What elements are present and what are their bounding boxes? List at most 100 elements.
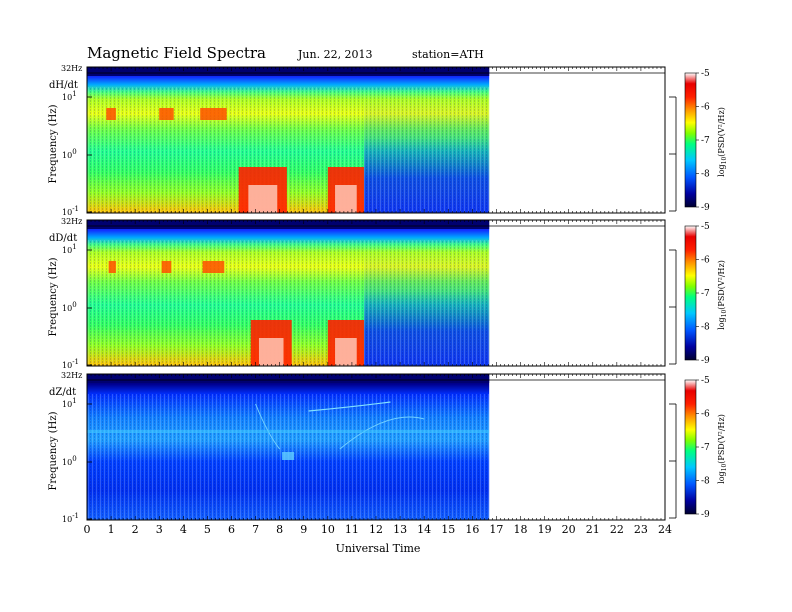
top-frequency-label: 32Hz [61,371,82,380]
x-tick-label: 23 [634,523,648,536]
x-tick-label: 6 [228,523,235,536]
x-tick-label: 4 [180,523,187,536]
resonance-line [106,108,116,120]
x-tick-label: 10 [321,523,335,536]
date-label: Jun. 22, 2013 [297,48,373,61]
colorbar-label-base: 10 [721,157,728,165]
x-tick-label: 2 [132,523,139,536]
spectrogram-noise [87,87,490,213]
colorbar-label-unit: (PSD(V²/Hz) [717,260,726,310]
y-tick-exponent: 1 [72,397,76,405]
x-tick-label: 1 [108,523,115,536]
component-label: dD/dt [49,233,77,244]
x-tick-label: 3 [156,523,163,536]
rising-tone [308,401,391,412]
x-tick-label: 17 [489,523,503,536]
colorbar-label-unit: (PSD(V²/Hz) [717,414,726,464]
colorbar-tick-label: -6 [701,256,710,266]
resonance-line [161,261,172,273]
x-tick-label: 13 [393,523,407,536]
colorbar-label-log: log [717,471,726,484]
x-tick-label: 15 [441,523,455,536]
colorbar-tick-label: -8 [701,170,710,180]
top-band [87,67,490,76]
colorbar-label-log: log [717,164,726,177]
station-label: station=ATH [412,48,484,61]
top-band [87,374,490,383]
y-tick-exponent: -1 [72,205,79,213]
colorbar-tick-label: -8 [701,323,710,333]
colorbar-label-base: 10 [721,310,728,318]
x-tick-label: 16 [465,523,479,536]
colorbar-label: log10(PSD(V²/Hz) [717,260,728,330]
x-tick-label: 21 [586,523,600,536]
x-tick-label: 0 [84,523,91,536]
y-tick-label: 10-1 [62,512,79,524]
y-tick-exponent: 0 [72,301,76,309]
top-frequency-label: 32Hz [61,217,82,226]
colorbar-tick-label: -5 [701,222,710,232]
y-tick-label: 100 [62,455,77,467]
colorbar-tick-label: -8 [701,477,710,487]
colorbar-label-log: log [717,317,726,330]
y-tick-label: 101 [62,397,77,409]
y-tick-label: 10-1 [62,358,79,370]
spectral-patch [282,452,295,460]
colorbar [684,379,697,515]
chart-title: Magnetic Field Spectra [87,44,266,62]
component-label: dZ/dt [49,387,76,398]
x-tick-label: 20 [562,523,576,536]
x-tick-label: 22 [610,523,624,536]
x-tick-label: 19 [538,523,552,536]
burst-core [248,185,278,213]
x-tick-label: 12 [369,523,383,536]
colorbar-tick-label: -7 [701,136,710,146]
y-axis-label: Frequency (Hz) [48,411,59,490]
colorbar-label: log10(PSD(V²/Hz) [717,107,728,177]
colorbar [684,72,697,208]
burst-core [335,185,357,213]
x-tick-label: 24 [658,523,672,536]
x-tick-label: 11 [345,523,359,536]
y-tick-exponent: 1 [72,243,76,251]
resonance-line [87,430,490,433]
x-tick-label: 14 [417,523,431,536]
x-tick-label: 9 [300,523,307,536]
y-tick-label: 100 [62,148,77,160]
y-tick-label: 101 [62,90,77,102]
colorbar-tick-label: -5 [701,69,710,79]
y-tick-exponent: 0 [72,455,76,463]
top-band [87,220,490,229]
colorbar-tick-label: -9 [701,203,710,213]
component-label: dH/dt [49,80,78,91]
y-tick-exponent: -1 [72,512,79,520]
colorbar-tick-label: -6 [701,103,710,113]
resonance-line [200,108,227,120]
top-frequency-label: 32Hz [61,64,82,73]
y-axis-label: Frequency (Hz) [48,104,59,183]
x-tick-label: 5 [204,523,211,536]
colorbar-label: log10(PSD(V²/Hz) [717,414,728,484]
colorbar-label-unit: (PSD(V²/Hz) [717,107,726,157]
colorbar-tick-label: -5 [701,376,710,386]
x-axis-label: Universal Time [336,542,421,555]
resonance-line [159,108,174,120]
colorbar-label-base: 10 [721,464,728,472]
x-tick-label: 18 [514,523,528,536]
y-tick-label: 10-1 [62,205,79,217]
y-tick-label: 101 [62,243,77,255]
colorbar-tick-label: -7 [701,289,710,299]
burst-core [258,338,284,366]
colorbar [684,225,697,361]
colorbar-tick-label: -6 [701,410,710,420]
resonance-line [108,261,116,273]
y-tick-exponent: 0 [72,148,76,156]
colorbar-tick-label: -9 [701,356,710,366]
colorbar-tick-label: -7 [701,443,710,453]
x-tick-label: 7 [252,523,259,536]
